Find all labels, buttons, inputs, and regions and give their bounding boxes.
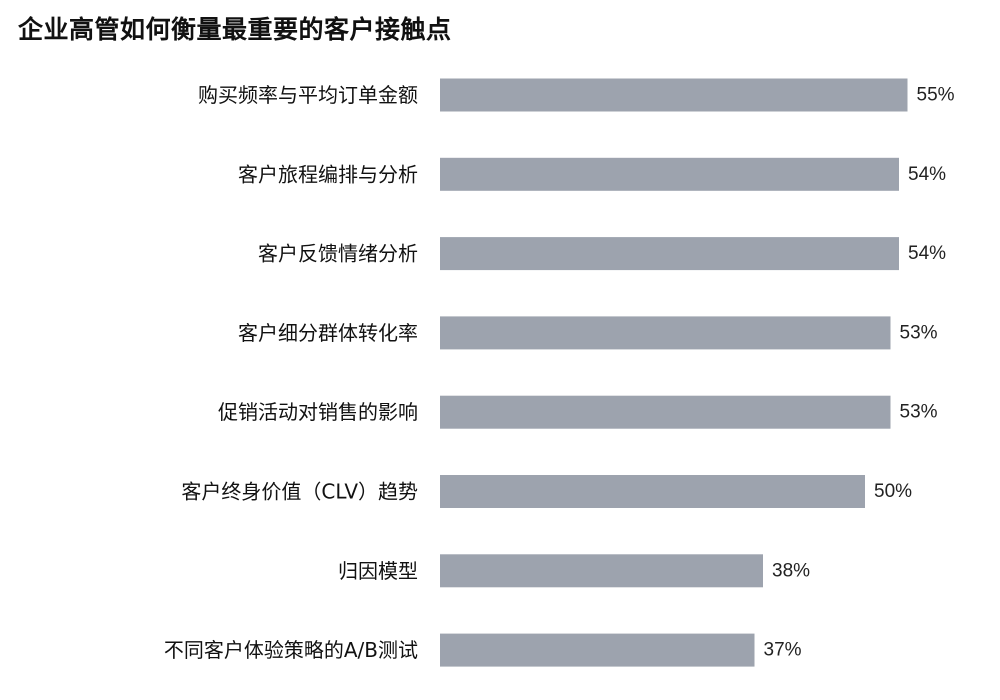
value-label: 55%: [917, 85, 955, 106]
value-label: 53%: [900, 322, 938, 343]
category-label: 购买频率与平均订单金额: [198, 83, 418, 107]
category-label: 归因模型: [338, 559, 418, 583]
value-label: 38%: [772, 560, 810, 581]
category-label: 促销活动对销售的影响: [218, 400, 418, 424]
value-label: 54%: [908, 243, 946, 264]
category-label: 客户旅程编排与分析: [238, 162, 418, 186]
bar: [440, 475, 865, 508]
bar: [440, 237, 899, 271]
category-label: 不同客户体验策略的A/B测试: [164, 638, 418, 662]
category-label: 客户细分群体转化率: [238, 321, 418, 345]
value-label: 37%: [764, 640, 802, 661]
bars-layer: 购买频率与平均订单金额 55% 客户旅程编排与分析 54% 客户反馈情绪分析 54% 客户细…: [164, 78, 955, 667]
category-label: 客户终身价值（CLV）趋势: [181, 480, 418, 504]
value-label: 50%: [874, 481, 912, 502]
bar: [440, 395, 891, 429]
bar: [440, 78, 908, 112]
bar: [440, 554, 763, 588]
value-label: 54%: [908, 164, 946, 185]
chart-title: 企业高管如何衡量最重要的客户接触点: [18, 15, 452, 44]
value-label: 53%: [900, 402, 938, 423]
bar: [440, 633, 755, 667]
bar: [440, 157, 899, 191]
category-label: 客户反馈情绪分析: [258, 242, 418, 266]
bar: [440, 316, 891, 350]
